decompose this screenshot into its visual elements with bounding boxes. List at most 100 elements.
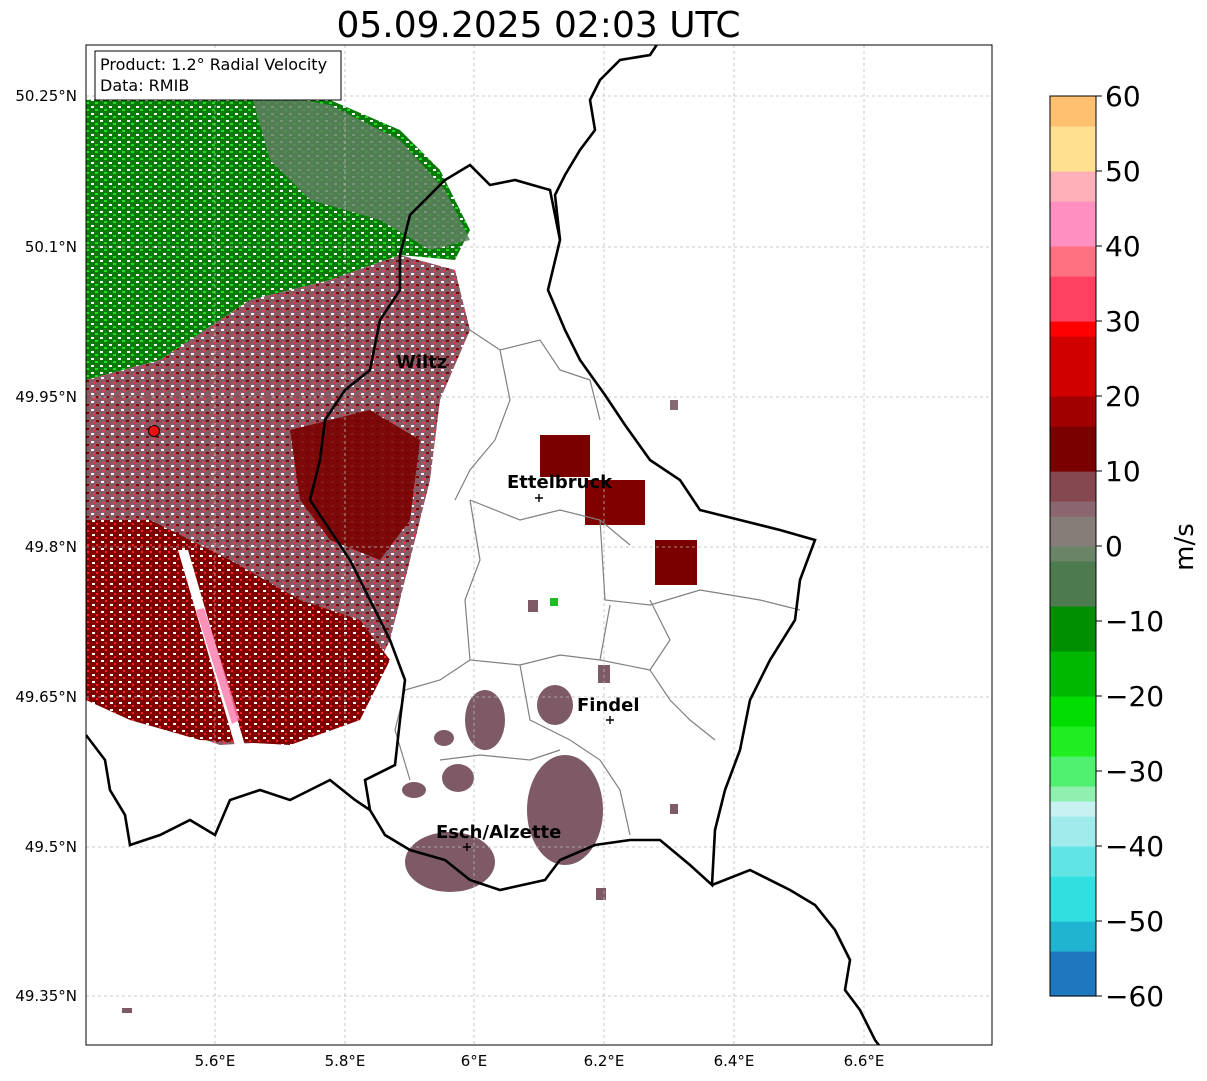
colorbar-tick-label: −40 (1105, 830, 1164, 863)
colorbar-segment (1050, 981, 1096, 997)
colorbar-segment (1050, 396, 1096, 412)
colorbar-segment (1050, 651, 1096, 667)
colorbar-segment (1050, 261, 1096, 277)
radar-map: Wiltz Ettelbruck Findel Esch/Alzette Pro… (15, 44, 993, 1070)
colorbar-segment (1050, 426, 1096, 442)
lat-tick-label: 49.35°N (15, 987, 77, 1005)
colorbar-segment (1050, 381, 1096, 397)
colorbar-segment (1050, 906, 1096, 922)
colorbar-segment (1050, 816, 1096, 832)
colorbar-segment (1050, 531, 1096, 547)
lat-tick-label: 50.1°N (25, 238, 77, 256)
colorbar-segment (1050, 411, 1096, 427)
colorbar-segment (1050, 666, 1096, 682)
colorbar-tick-label: 50 (1105, 155, 1141, 188)
lat-tick-label: 49.8°N (25, 538, 77, 556)
colorbar-segment (1050, 696, 1096, 712)
colorbar-segment (1050, 486, 1096, 502)
colorbar-tick-label: 20 (1105, 380, 1141, 413)
radar-site-marker (148, 425, 160, 437)
colorbar-segment (1050, 771, 1096, 787)
city-marker-findel (606, 716, 614, 724)
lon-tick-label: 6°E (461, 1052, 488, 1070)
colorbar-segment (1050, 291, 1096, 307)
lon-tick-label: 5.8°E (325, 1052, 366, 1070)
colorbar-gradient (1050, 96, 1096, 997)
district-boundaries (394, 319, 801, 836)
colorbar-segment (1050, 786, 1096, 802)
lon-tick-label: 5.6°E (195, 1052, 236, 1070)
info-product: Product: 1.2° Radial Velocity (100, 55, 327, 74)
city-label-wiltz: Wiltz (396, 352, 447, 373)
colorbar-tick-label: 30 (1105, 305, 1141, 338)
colorbar-segment (1050, 441, 1096, 457)
colorbar-tick-label: 60 (1105, 80, 1141, 113)
colorbar-tick-label: 40 (1105, 230, 1141, 263)
colorbar-segment (1050, 126, 1096, 142)
colorbar-segment (1050, 351, 1096, 367)
colorbar-segment (1050, 336, 1096, 352)
cell-ettelbruck (540, 435, 590, 477)
colorbar-segment (1050, 186, 1096, 202)
colorbar-segment (1050, 471, 1096, 487)
germany-border (553, 45, 659, 241)
colorbar-segment (1050, 231, 1096, 247)
colorbar-frame (1049, 95, 1097, 997)
colorbar-segment (1050, 951, 1096, 967)
colorbar-segment (1050, 111, 1096, 127)
colorbar-tick-label: 0 (1105, 530, 1123, 563)
colorbar-segment (1050, 966, 1096, 982)
colorbar-tick-label: −20 (1105, 680, 1164, 713)
colorbar-label: m/s (1170, 523, 1200, 571)
radar-echoes (86, 80, 697, 1013)
colorbar-segment (1050, 636, 1096, 652)
city-label-findel: Findel (577, 695, 640, 716)
info-box: Product: 1.2° Radial Velocity Data: RMIB (94, 50, 342, 101)
colorbar-segment (1050, 681, 1096, 697)
city-label-ettelbruck: Ettelbruck (507, 472, 613, 493)
chart-title: 05.09.2025 02:03 UTC (336, 5, 741, 46)
lon-tick-label: 6.4°E (714, 1052, 755, 1070)
city-marker-ettelbruck (535, 494, 543, 502)
lat-tick-label: 50.25°N (15, 87, 77, 105)
colorbar-segment (1050, 711, 1096, 727)
echo-recede-southwest (86, 520, 390, 745)
colorbar-segment (1050, 516, 1096, 532)
colorbar-tick-label: −30 (1105, 755, 1164, 788)
lat-tick-label: 49.95°N (15, 388, 77, 406)
colorbar-segment (1050, 846, 1096, 862)
colorbar-segment (1050, 306, 1096, 322)
colorbar-segment (1050, 726, 1096, 742)
lon-tick-label: 6.2°E (584, 1052, 625, 1070)
colorbar-segment (1050, 606, 1096, 622)
city-label-esch: Esch/Alzette (436, 822, 561, 843)
map-frame (85, 44, 993, 1046)
colorbar-segment (1050, 741, 1096, 757)
lat-tick-label: 49.65°N (15, 688, 77, 706)
colorbar-segment (1050, 801, 1096, 817)
colorbar-segment (1050, 861, 1096, 877)
luxembourg-border (308, 163, 817, 892)
colorbar-tick-label: −10 (1105, 605, 1164, 638)
colorbar-segment (1050, 201, 1096, 217)
colorbar-segment (1050, 561, 1096, 577)
colorbar-segment (1050, 156, 1096, 172)
colorbar-segment (1050, 96, 1096, 112)
national-borders (86, 45, 881, 1045)
colorbar-tick-label: −60 (1105, 980, 1164, 1013)
colorbar-segment (1050, 171, 1096, 187)
city-markers (463, 494, 614, 851)
colorbar-segment (1050, 621, 1096, 637)
france-germany-border (711, 868, 881, 1045)
colorbar-segment (1050, 891, 1096, 907)
belgium-france-border (86, 734, 371, 847)
colorbar-segment (1050, 366, 1096, 382)
colorbar-segment (1050, 576, 1096, 592)
city-marker-esch (463, 843, 471, 851)
lat-tick-label: 49.5°N (25, 838, 77, 856)
lon-tick-label: 6.6°E (844, 1052, 885, 1070)
colorbar-segment (1050, 141, 1096, 157)
colorbar-segment (1050, 546, 1096, 562)
colorbar-segment (1050, 936, 1096, 952)
info-data-source: Data: RMIB (100, 76, 189, 95)
